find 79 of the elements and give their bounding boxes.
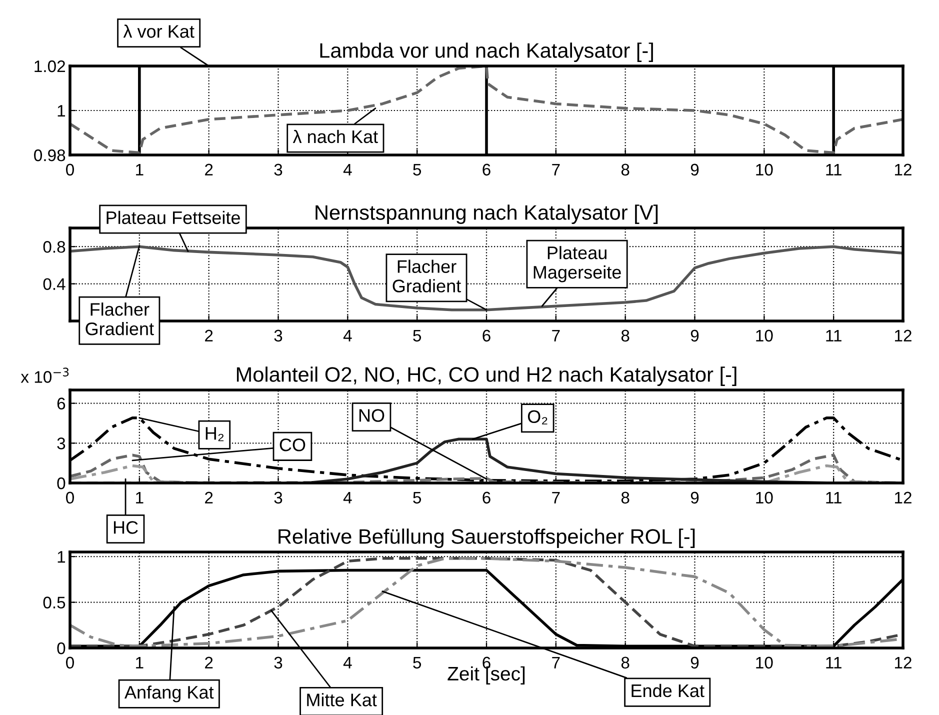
x-tick-label: 1 [136,164,144,176]
x-tick-label: 4 [343,656,352,668]
x-tick-label: 5 [413,164,422,176]
x-tick-label: 6 [482,164,490,176]
annotation: Mitte Kat [307,693,377,706]
x-tick-label: 6 [482,492,490,504]
chart-title: Molanteil O2, NO, HC, CO und H2 nach Katalysator [-] [236,366,736,386]
y-tick-label: 0.5 [43,596,66,608]
y-tick-label: 0.8 [43,241,66,253]
x-tick-label: 10 [756,492,773,504]
y-tick-label: 0 [57,642,66,654]
annotation: Ende Kat [632,684,704,698]
x-tick-label: 8 [621,656,630,669]
y-tick-label: 0.98 [34,149,66,162]
x-tick-label: 1 [136,492,144,504]
x-tick-label: 0 [66,492,74,504]
x-tick-label: 7 [552,330,560,342]
y-tick-label: 1 [58,551,66,563]
x-tick-label: 8 [621,330,630,342]
x-tick-label: 3 [274,492,282,504]
chart-title: Lambda vor und nach Katalysator [-] [320,42,653,62]
x-tick-label: 3 [274,656,282,669]
x-tick-label: 3 [274,330,282,342]
x-tick-label: 5 [413,492,422,504]
annotation: Plateau Magerseite [534,246,621,282]
x-tick-label: 11 [826,656,842,668]
x-tick-label: 9 [690,492,699,504]
x-tick-label: 0 [66,656,74,669]
y-tick-label: 1 [58,105,66,117]
x-tick-label: 12 [895,492,912,504]
x-tick-label: 7 [552,164,560,176]
x-tick-label: 8 [621,164,630,176]
y-tick-label: 6 [57,398,66,410]
chart-title: Nernstspannung nach Katalysator [V] [316,204,658,224]
x-tick-label: 2 [205,656,213,668]
annotation: λ nach Kat [292,130,378,144]
x-tick-label: 4 [343,330,352,342]
x-tick-label: 8 [621,492,630,504]
annotation: Anfang Kat [124,685,214,702]
x-tick-label: 2 [205,330,213,342]
y-axis-title: x 10$^{−3}$ [20,368,69,383]
x-tick-label: 5 [413,656,422,669]
x-tick-label: 2 [205,492,213,504]
x-tick-label: 12 [895,656,912,668]
x-tick-label: 11 [826,330,842,342]
x-tick-label: 10 [756,656,773,669]
x-tick-label: 10 [756,330,773,342]
x-tick-label: 9 [690,330,699,342]
annotation: Flacher Gradient [392,260,461,292]
x-tick-label: 10 [756,164,773,176]
x-tick-label: 11 [826,492,842,504]
y-tick-label: 1.02 [34,60,65,72]
annotation: Plateau Fettseite [106,210,240,224]
x-tick-label: 12 [895,164,912,176]
annotation: H₂ [206,427,224,442]
x-tick-label: 9 [690,164,699,176]
x-tick-label: 6 [482,330,490,342]
x-tick-label: 11 [826,164,842,176]
x-tick-label: 2 [205,164,213,176]
x-tick-label: 4 [343,164,352,176]
y-tick-label: 0.4 [43,278,66,290]
annotation: HC [114,521,138,534]
annotation: NO [359,409,384,422]
x-tick-label: 0 [66,164,74,176]
annotation: Flacher Gradient [86,302,154,336]
chart-title: Relative Befüllung Sauerstoffspeicher ROL [-] [278,528,695,548]
x-tick-label: 12 [895,330,912,342]
x-tick-label: 1 [136,656,144,668]
annotation: CO [280,438,306,452]
x-tick-label: 9 [690,656,699,669]
x-tick-label: 3 [274,164,282,176]
annotation: O₂ [528,410,548,424]
y-tick-label: 3 [57,438,66,450]
x-tick-label: 7 [552,656,560,668]
x-tick-label: 7 [552,492,560,504]
x-tick-label: 5 [413,330,422,342]
y-tick-label: 0 [57,477,66,490]
annotation: λ vor Kat [123,24,194,38]
x-tick-label: 4 [343,492,352,504]
